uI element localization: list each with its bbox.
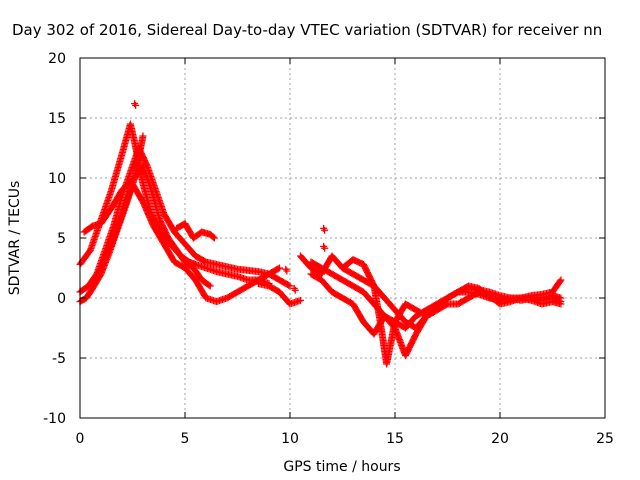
data-point (274, 265, 282, 273)
x-tick-labels: 0 5 10 15 20 25 (76, 431, 614, 447)
y-tick-label: 10 (48, 171, 66, 187)
y-tick-label: 15 (48, 111, 66, 127)
y-tick-label: 5 (57, 231, 66, 247)
outlier-point (321, 226, 329, 234)
grid (80, 58, 605, 418)
y-tick-label: 0 (57, 291, 66, 307)
x-tick-label: 0 (76, 431, 85, 447)
data-point (139, 132, 147, 140)
x-tick-label: 20 (491, 431, 509, 447)
outlier-point (132, 101, 140, 109)
x-tick-label: 10 (281, 431, 299, 447)
data-point (557, 298, 565, 306)
x-tick-label: 25 (596, 431, 614, 447)
outlier-point (283, 267, 291, 275)
tick-marks (79, 57, 606, 419)
data-point (205, 281, 213, 289)
data-point (210, 234, 218, 242)
chart-title: Day 302 of 2016, Sidereal Day-to-day VTE… (12, 21, 602, 39)
data-marks (76, 100, 565, 368)
data-point (557, 276, 565, 284)
x-axis-label: GPS time / hours (283, 459, 400, 475)
data-point (276, 264, 283, 272)
y-tick-labels: -10 -5 0 5 10 15 20 (43, 51, 66, 427)
y-tick-label: -5 (52, 351, 66, 367)
x-tick-label: 5 (181, 431, 190, 447)
y-tick-label: 20 (48, 51, 66, 67)
data-point (286, 282, 294, 290)
outlier-point (321, 244, 329, 252)
data-point (297, 296, 304, 304)
data-point (556, 277, 564, 285)
x-tick-label: 15 (386, 431, 404, 447)
y-tick-label: -10 (43, 411, 66, 427)
data-point (206, 282, 214, 290)
y-axis-label: SDTVAR / TECUs (7, 181, 23, 296)
data-point (209, 233, 217, 241)
data-point (285, 281, 293, 289)
outlier-point (291, 286, 299, 294)
